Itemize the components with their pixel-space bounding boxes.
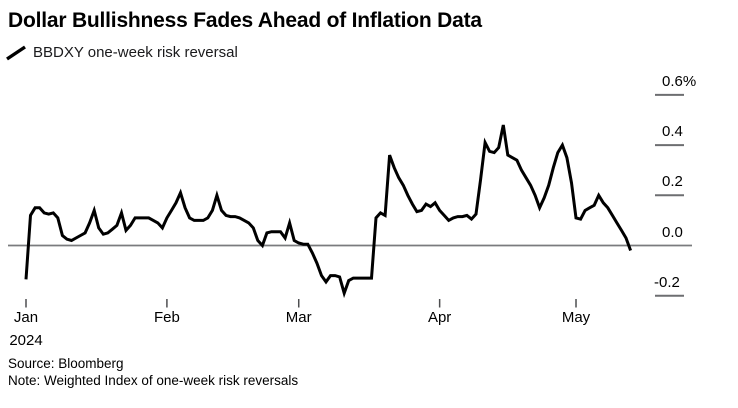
x-axis-label: Feb: [153, 309, 180, 326]
line-series-icon: [6, 45, 26, 61]
series-line: [24, 124, 633, 299]
x-axis-label: Mar: [285, 309, 312, 326]
x-axis-label: May: [561, 309, 591, 326]
y-axis-label: 0.2: [662, 173, 683, 191]
y-axis-label: 0.0: [662, 223, 683, 241]
x-axis-year-label: 2024: [9, 332, 43, 349]
y-axis-label: -0.2: [654, 273, 680, 291]
x-axis-label: Jan: [13, 309, 39, 326]
note-text: Note: Weighted Index of one-week risk re…: [8, 373, 299, 388]
chart-title: Dollar Bullishness Fades Ahead of Inflat…: [8, 9, 482, 32]
y-axis-label: 0.4: [662, 123, 683, 141]
y-axis-label: 0.6%: [662, 72, 697, 90]
legend-label: BBDXY one-week risk reversal: [33, 44, 238, 61]
x-axis-label: Apr: [427, 309, 452, 326]
source-text: Source: Bloomberg: [8, 356, 124, 371]
